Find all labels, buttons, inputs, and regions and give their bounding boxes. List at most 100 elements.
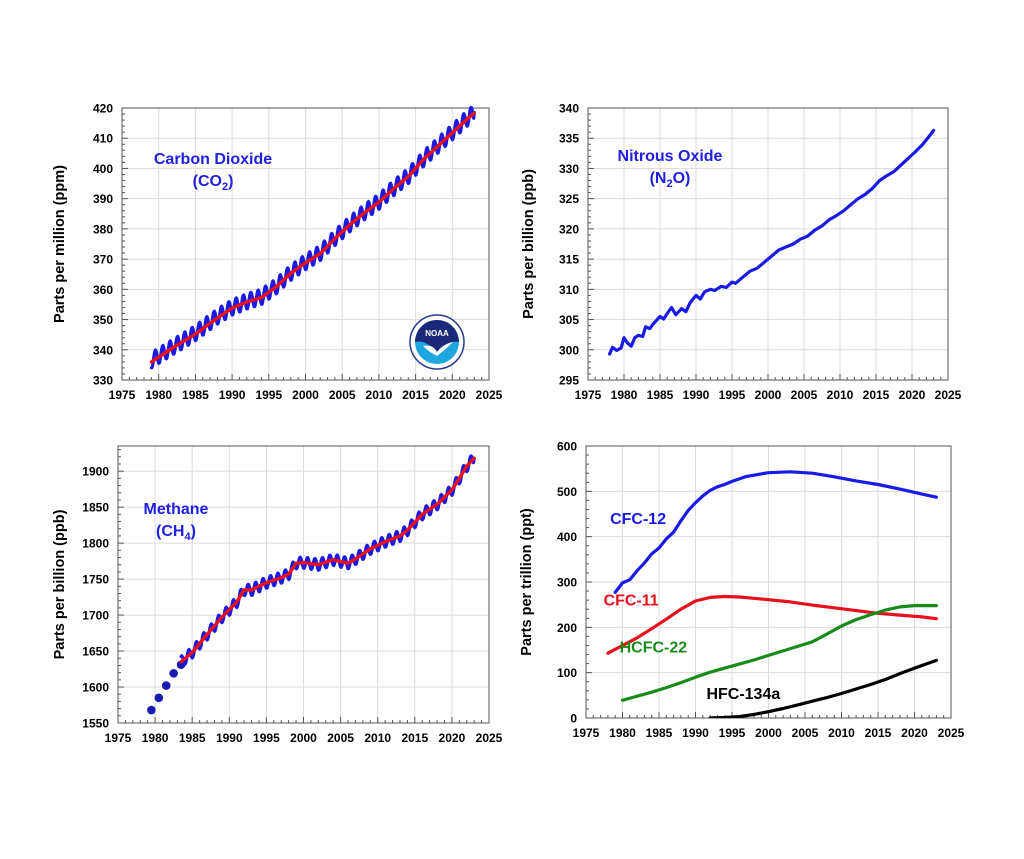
y-tick-label: 1800: [82, 537, 109, 551]
series-hfc-134a-line: [708, 658, 939, 718]
plot-frame: [585, 445, 952, 719]
x-tick-label: 1990: [216, 731, 243, 745]
y-tick-label: 370: [93, 253, 113, 267]
series-hcfc-22-line: [620, 603, 939, 702]
y-tick-label: 360: [93, 283, 113, 297]
y-tick-label: 300: [557, 576, 577, 590]
y-tick-label: 310: [559, 283, 579, 297]
x-tick-label: 1985: [647, 388, 674, 402]
y-tick-label: 330: [93, 374, 113, 388]
x-tick-label: 2025: [476, 388, 503, 402]
x-tick-label: 2015: [402, 388, 429, 402]
y-tick-label: 0: [570, 712, 577, 726]
y-tick-label: 400: [93, 162, 113, 176]
x-tick-label: 1985: [179, 731, 206, 745]
y-tick-label: 390: [93, 192, 113, 206]
y-tick-label: 340: [559, 102, 579, 116]
x-tick-label: 2010: [364, 731, 391, 745]
series-label: CFC-12: [610, 511, 666, 528]
x-tick-label: 2025: [935, 388, 962, 402]
data-point: [147, 705, 156, 715]
x-tick-label: 1975: [575, 388, 602, 402]
y-tick-label: 380: [93, 222, 113, 236]
x-tick-label: 1990: [219, 388, 246, 402]
y-tick-label: 400: [557, 530, 577, 544]
x-tick-label: 1985: [182, 388, 209, 402]
x-tick-label: 2015: [865, 726, 892, 740]
x-tick-label: 2000: [292, 388, 319, 402]
gas-formula-label: (N2O): [650, 170, 691, 190]
x-tick-label: 1995: [253, 731, 280, 745]
x-tick-label: 2020: [439, 731, 466, 745]
y-tick-label: 410: [93, 132, 113, 146]
x-tick-label: 1990: [682, 726, 709, 740]
series-label: HCFC-22: [620, 639, 688, 656]
y-tick-label: 335: [559, 132, 579, 146]
x-tick-label: 2010: [827, 388, 854, 402]
y-tick-label: 200: [557, 621, 577, 635]
x-tick-label: 1975: [573, 726, 600, 740]
plot-frame: [121, 107, 490, 381]
y-tick-label: 295: [559, 374, 579, 388]
y-tick-label: 600: [557, 440, 577, 454]
x-tick-label: 2025: [476, 731, 503, 745]
plot-frame: [117, 445, 490, 724]
series-trend-line: [179, 456, 476, 664]
halocarbons-panel: 1975 1980 1985 1990 1995 2000 2005 2010 2015 2020…: [519, 440, 965, 741]
gas-name-label: Nitrous Oxide: [618, 148, 723, 165]
series-trend-line: [149, 111, 476, 364]
gas-formula-label: (CO2): [193, 173, 234, 193]
gas-name-label: Carbon Dioxide: [154, 151, 272, 168]
x-tick-label: 2010: [366, 388, 393, 402]
x-tick-label: 2000: [755, 388, 782, 402]
x-tick-label: 1975: [105, 731, 132, 745]
y-tick-label: 325: [559, 192, 579, 206]
x-tick-label: 2020: [901, 726, 928, 740]
x-tick-label: 2020: [899, 388, 926, 402]
series-label: HFC-134a: [706, 686, 780, 703]
y-tick-label: 500: [557, 485, 577, 499]
series-monthly-mean-line: [607, 128, 936, 356]
x-tick-label: 2000: [755, 726, 782, 740]
noaa-logo-upper: [415, 320, 459, 352]
data-point: [154, 693, 164, 703]
gas-name-label: Methane: [144, 501, 209, 518]
noaa-logo-text: NOAA: [425, 329, 449, 338]
co2-panel: 1975 1980 1985 1990 1995 2000 2005 2010 2015 2020…: [52, 102, 503, 403]
y-axis-title: Parts per billion (ppb): [521, 169, 537, 319]
y-tick-label: 100: [557, 666, 577, 680]
series-cfc-12-line: [613, 470, 939, 595]
x-tick-label: 1980: [142, 731, 169, 745]
y-axis-title: Parts per trillion (ppt): [519, 508, 535, 656]
x-tick-label: 1995: [719, 726, 746, 740]
y-tick-label: 320: [559, 222, 579, 236]
y-tick-label: 420: [93, 102, 113, 116]
x-tick-label: 2005: [791, 388, 818, 402]
noaa-logo: NOAA: [409, 314, 465, 370]
x-tick-label: 1990: [683, 388, 710, 402]
data-point: [169, 669, 178, 678]
y-tick-label: 1650: [82, 645, 109, 659]
x-tick-label: 2000: [290, 731, 317, 745]
x-tick-label: 1980: [611, 388, 638, 402]
y-axis-title: Parts per million (ppm): [52, 165, 68, 323]
series-label: CFC-11: [604, 593, 659, 610]
x-tick-label: 2025: [938, 726, 965, 740]
plot-frame: [587, 107, 949, 381]
y-tick-label: 1850: [82, 501, 109, 515]
x-tick-label: 2010: [828, 726, 855, 740]
y-tick-label: 300: [559, 343, 579, 357]
n2o-panel: 1975 1980 1985 1990 1995 2000 2005 2010 2015 2020…: [521, 102, 962, 403]
y-tick-label: 1550: [82, 717, 109, 731]
y-tick-label: 1750: [82, 573, 109, 587]
y-tick-label: 305: [559, 313, 579, 327]
y-tick-label: 350: [93, 313, 113, 327]
data-point: [161, 681, 171, 690]
x-tick-label: 2015: [863, 388, 890, 402]
x-tick-label: 1980: [609, 726, 636, 740]
ch4-panel: 1975 1980 1985 1990 1995 2000 2005 2010 2015 2020…: [52, 445, 503, 745]
noaa-logo-bird: [423, 342, 453, 356]
x-tick-label: 2005: [792, 726, 819, 740]
x-tick-label: 1995: [255, 388, 282, 402]
